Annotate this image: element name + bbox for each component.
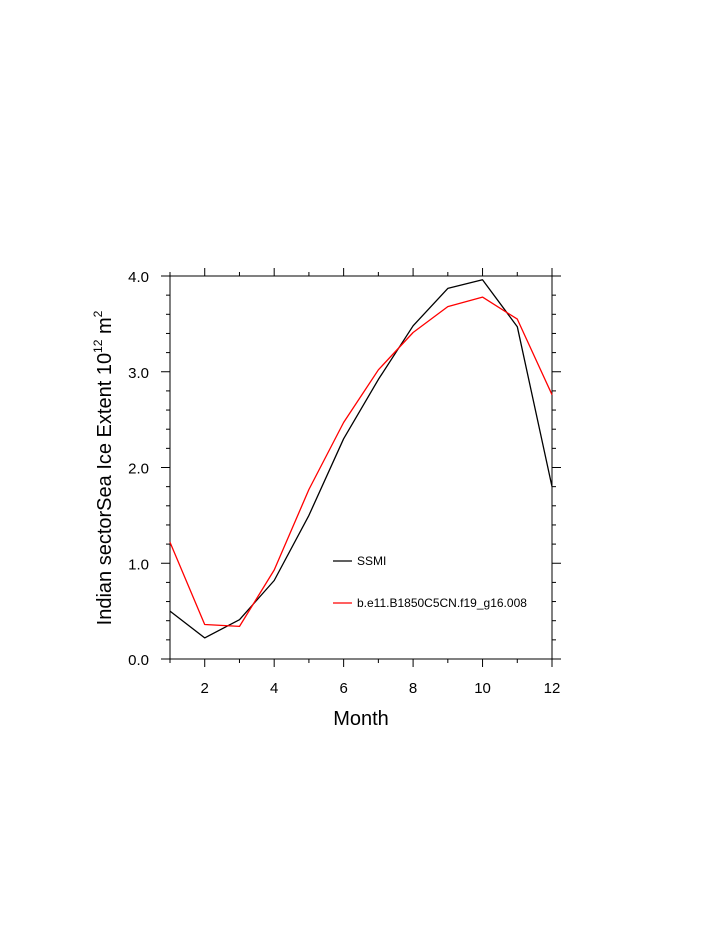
x-tick-label: 12 bbox=[544, 680, 561, 697]
y-tick-label: 3.0 bbox=[128, 365, 149, 382]
minor-ticks bbox=[166, 272, 556, 663]
series-lines bbox=[169, 279, 553, 639]
y-tick-labels: 0.0 1.0 2.0 3.0 4.0 bbox=[128, 269, 149, 669]
y-axis-title: Indian sectorSea Ice Extent 1012 m2 bbox=[91, 310, 116, 625]
y-tick-label: 0.0 bbox=[128, 652, 149, 669]
x-axis-title: Month bbox=[333, 708, 389, 730]
legend-label: SSMI bbox=[357, 554, 386, 568]
major-ticks bbox=[161, 268, 561, 667]
y-tick-label: 1.0 bbox=[128, 556, 149, 573]
x-tick-labels: 2 4 6 8 10 12 bbox=[201, 680, 561, 697]
y-axis-title-prefix: Indian sectorSea Ice Extent 10 bbox=[94, 353, 116, 625]
x-tick-label: 4 bbox=[270, 680, 278, 697]
x-tick-label: 8 bbox=[409, 680, 417, 697]
y-axis-title-mid: m bbox=[94, 317, 116, 339]
x-tick-label: 6 bbox=[339, 680, 347, 697]
y-axis-title-exp2: 2 bbox=[91, 310, 105, 317]
y-tick-label: 2.0 bbox=[128, 461, 149, 478]
y-tick-label: 4.0 bbox=[128, 269, 149, 286]
legend-label: b.e11.B1850C5CN.f19_g16.008 bbox=[357, 596, 527, 610]
y-axis-title-exp1: 12 bbox=[91, 339, 105, 353]
series-line-ssmi bbox=[169, 279, 553, 639]
x-tick-label: 2 bbox=[201, 680, 209, 697]
legend: SSMI b.e11.B1850C5CN.f19_g16.008 bbox=[333, 554, 527, 610]
x-tick-label: 10 bbox=[474, 680, 491, 697]
series-line-model bbox=[169, 296, 553, 628]
